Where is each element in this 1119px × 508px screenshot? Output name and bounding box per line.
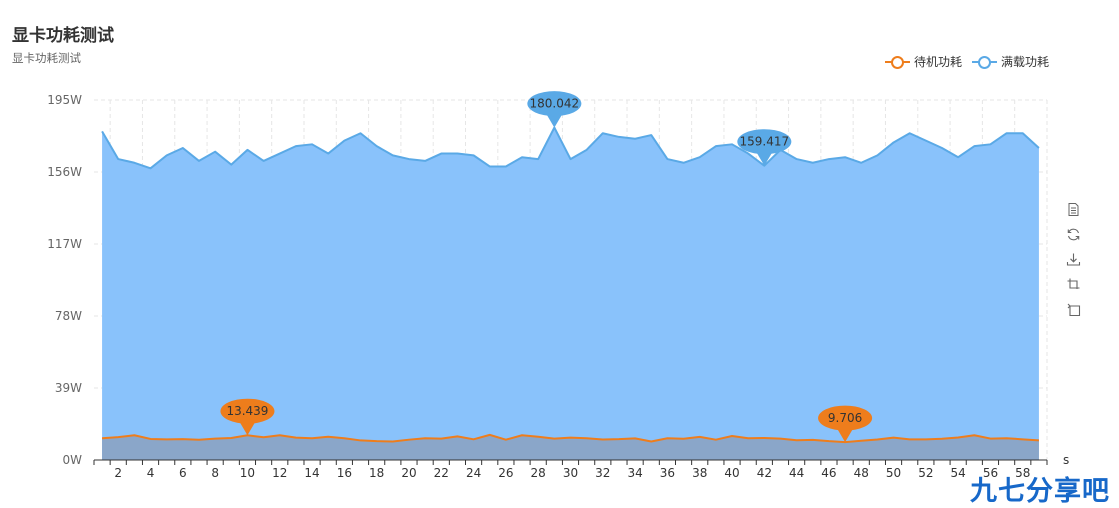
x-tick-label: 42: [757, 466, 772, 480]
x-tick-label: 12: [272, 466, 287, 480]
x-tick-label: 34: [627, 466, 642, 480]
legend-item-full[interactable]: 满载功耗: [972, 53, 1049, 70]
series-area-1: [102, 127, 1039, 461]
save-image-icon[interactable]: [1066, 252, 1081, 267]
y-tick-label: 156W: [47, 165, 82, 179]
legend-marker-idle-icon: [885, 55, 910, 69]
x-tick-label: 58: [1015, 466, 1030, 480]
x-tick-label: 6: [179, 466, 187, 480]
legend: 待机功耗 满载功耗: [885, 53, 1049, 70]
series-line-0: [102, 433, 1039, 444]
series-area-0: [102, 434, 1039, 460]
zoom-icon[interactable]: [1066, 277, 1081, 292]
x-tick-label: 16: [337, 466, 352, 480]
x-tick-label: 48: [854, 466, 869, 480]
marker-label: 9.706: [828, 411, 862, 425]
x-tick-label: 56: [983, 466, 998, 480]
y-tick-label: 78W: [55, 309, 82, 323]
marker-label: 180.042: [530, 97, 580, 111]
x-tick-label: 26: [498, 466, 513, 480]
y-tick-label: 0W: [63, 453, 83, 467]
marker-pin: [220, 398, 275, 424]
x-tick-label: 10: [240, 466, 255, 480]
legend-label-full: 满载功耗: [1001, 55, 1050, 69]
x-tick-label: 36: [660, 466, 675, 480]
x-tick-label: 52: [918, 466, 933, 480]
x-tick-label: 40: [724, 466, 739, 480]
marker-label: 13.439: [226, 404, 268, 418]
zoom-reset-icon[interactable]: [1066, 302, 1081, 317]
marker-pin: [527, 91, 582, 117]
watermark-logo: 九七分享吧: [970, 476, 1110, 507]
x-tick-label: 54: [951, 466, 966, 480]
x-tick-label: 8: [211, 466, 219, 480]
y-tick-label: 195W: [47, 93, 82, 107]
x-tick-label: 30: [563, 466, 578, 480]
marker-label: 159.417: [740, 135, 790, 149]
toolbox: [1066, 202, 1081, 317]
y-tick-label: 39W: [55, 381, 82, 395]
chart-subtitle: 显卡功耗测试: [12, 51, 81, 65]
series-line-1: [101, 126, 1040, 170]
y-tick-label: 117W: [47, 237, 82, 251]
legend-label-idle: 待机功耗: [914, 55, 963, 69]
x-tick-label: 50: [886, 466, 901, 480]
x-tick-label: 22: [434, 466, 449, 480]
x-axis-label: s: [1063, 453, 1069, 467]
chart-title: 显卡功耗测试: [12, 26, 114, 46]
x-tick-label: 28: [531, 466, 546, 480]
x-tick-label: 24: [466, 466, 481, 480]
x-tick-label: 18: [369, 466, 384, 480]
x-tick-label: 4: [147, 466, 155, 480]
legend-item-idle[interactable]: 待机功耗: [885, 53, 962, 70]
marker-pin: [737, 129, 792, 155]
x-tick-label: 14: [304, 466, 319, 480]
restore-icon[interactable]: [1066, 227, 1081, 242]
x-tick-label: 44: [789, 466, 804, 480]
x-tick-label: 2: [114, 466, 122, 480]
data-view-icon[interactable]: [1066, 202, 1081, 217]
x-tick-label: 46: [821, 466, 836, 480]
legend-marker-full-icon: [972, 55, 998, 69]
marker-pin: [818, 405, 873, 431]
x-tick-label: 20: [401, 466, 416, 480]
x-tick-label: 38: [692, 466, 707, 480]
x-tick-label: 32: [595, 466, 610, 480]
